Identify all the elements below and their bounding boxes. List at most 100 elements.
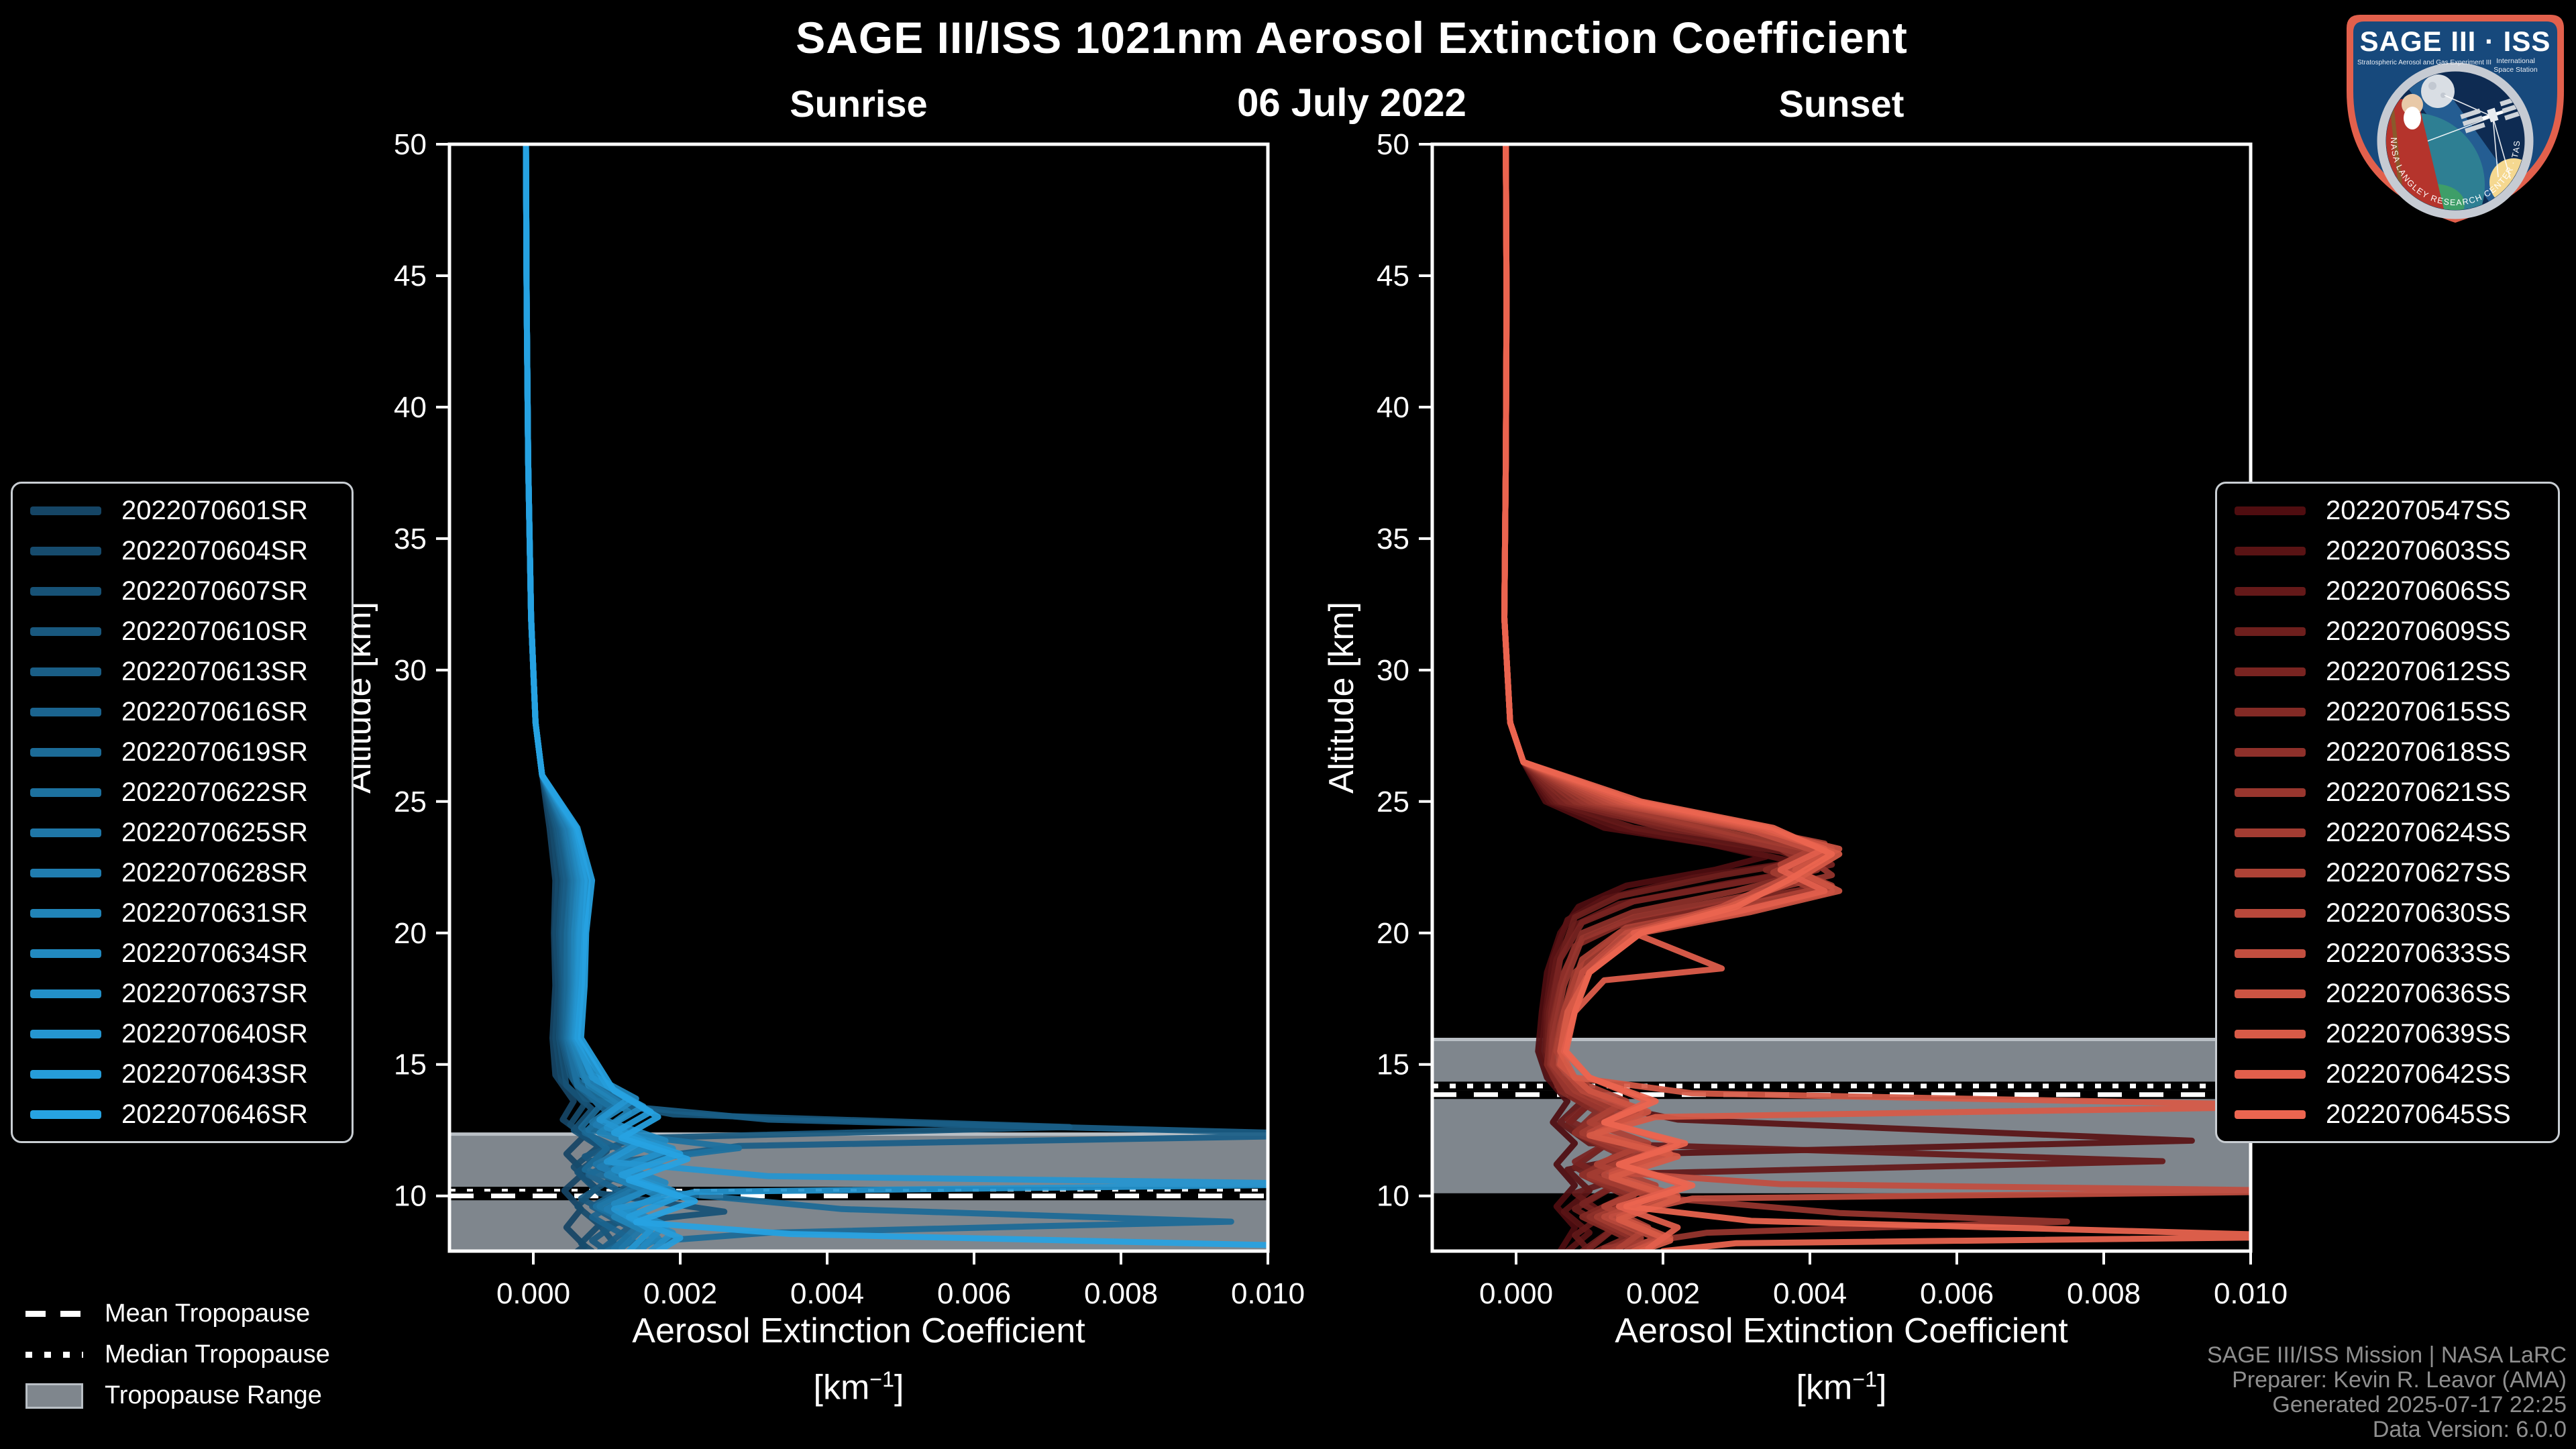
x-tick-label: 0.004 <box>790 1277 864 1310</box>
profile-2022070607SR <box>523 144 728 1251</box>
legend-item-median-tropopause: Median Tropopause <box>25 1334 330 1375</box>
logo-title: SAGE III · ISS <box>2360 25 2551 57</box>
legend-item: 2022070631SR <box>13 893 352 933</box>
legend-line-swatch <box>2235 667 2306 676</box>
legend-line-swatch <box>2235 1110 2306 1119</box>
legend-line-swatch <box>30 868 101 877</box>
legend-line-swatch <box>2235 868 2306 877</box>
y-tick-label: 10 <box>394 1180 427 1213</box>
y-tick-label: 35 <box>1377 523 1409 555</box>
x-axis-unit: [km−1] <box>1796 1367 1887 1407</box>
legend-event-label: 2022070601SR <box>121 495 309 525</box>
legend-item: 2022070637SR <box>13 973 352 1014</box>
profile-2022070640SR <box>523 144 1268 1251</box>
legend-line-swatch <box>30 1029 101 1038</box>
legend-event-label: 2022070612SS <box>2326 656 2511 686</box>
footer-preparer: Preparer: Kevin R. Leavor (AMA) <box>2232 1367 2567 1393</box>
legend-item: 2022070621SS <box>2217 772 2558 812</box>
y-tick-label: 15 <box>394 1049 427 1081</box>
x-tick-label: 0.010 <box>2214 1277 2288 1310</box>
sunset-legend: 2022070547SS 2022070603SS 2022070606SS 2022… <box>2215 482 2560 1143</box>
panel-title-sunrise: Sunrise <box>790 83 928 125</box>
x-axis-label-text: Aerosol Extinction Coefficient <box>1615 1311 2068 1350</box>
legend-line-swatch <box>30 989 101 998</box>
legend-line-swatch <box>30 747 101 757</box>
legend-line-swatch <box>30 707 101 716</box>
legend-item-tropopause-range: Tropopause Range <box>25 1375 330 1416</box>
x-axis-label-sunrise: Aerosol Extinction Coefficient [km−1] <box>449 1307 1268 1411</box>
legend-item: 2022070547SS <box>2217 490 2558 531</box>
legend-event-label: 2022070625SR <box>121 817 309 847</box>
x-axis-label-text: Aerosol Extinction Coefficient <box>632 1311 1085 1350</box>
x-tick-label: 0.002 <box>1626 1277 1700 1310</box>
plot-border <box>447 142 1270 1253</box>
legend-event-label: 2022070607SR <box>121 576 309 606</box>
legend-item: 2022070612SS <box>2217 651 2558 692</box>
legend-item: 2022070615SS <box>2217 692 2558 732</box>
legend-item-mean-tropopause: Mean Tropopause <box>25 1293 330 1334</box>
legend-event-label: 2022070621SS <box>2326 777 2511 807</box>
legend-item: 2022070603SS <box>2217 531 2558 571</box>
tropopause-legend: Mean Tropopause Median Tropopause Tropop… <box>25 1293 330 1416</box>
legend-item: 2022070624SS <box>2217 812 2558 853</box>
moon-crater <box>2428 82 2436 90</box>
x-tick-label: 0.010 <box>1231 1277 1305 1310</box>
sunrise-legend: 2022070601SR 2022070604SR 2022070607SR 2022… <box>11 482 354 1143</box>
legend-line-swatch <box>30 908 101 918</box>
legend-item: 2022070639SS <box>2217 1014 2558 1054</box>
legend-item: 2022070625SR <box>13 812 352 853</box>
legend-event-label: 2022070646SR <box>121 1099 309 1129</box>
legend-event-label: 2022070619SR <box>121 737 309 767</box>
legend-item: 2022070642SS <box>2217 1054 2558 1094</box>
mean-tropopause-label: Mean Tropopause <box>105 1299 311 1328</box>
legend-line-swatch <box>2235 1069 2306 1079</box>
legend-line-swatch <box>30 788 101 797</box>
legend-event-label: 2022070630SS <box>2326 898 2511 928</box>
x-tick-label: 0.002 <box>643 1277 717 1310</box>
dotted-line-swatch <box>25 1352 83 1358</box>
y-axis-label-sunset: Altitude [km] <box>1322 601 1361 794</box>
legend-item: 2022070604SR <box>13 531 352 571</box>
x-axis-label-sunset: Aerosol Extinction Coefficient [km−1] <box>1432 1307 2251 1411</box>
x-tick-label: 0.008 <box>2067 1277 2141 1310</box>
legend-line-swatch <box>2235 908 2306 918</box>
legend-event-label: 2022070643SR <box>121 1059 309 1089</box>
logo-subtitle-left: Stratospheric Aerosol and Gas Experiment… <box>2357 59 2491 66</box>
legend-event-label: 2022070628SR <box>121 857 309 888</box>
legend-item: 2022070618SS <box>2217 732 2558 772</box>
legend-event-label: 2022070637SR <box>121 978 309 1008</box>
footer-credits: SAGE III/ISS Mission | NASA LaRC Prepare… <box>2207 1343 2567 1442</box>
legend-item: 2022070613SR <box>13 651 352 692</box>
y-tick-label: 25 <box>394 786 427 818</box>
y-tick-label: 30 <box>394 654 427 687</box>
x-tick-label: 0.000 <box>496 1277 570 1310</box>
legend-event-label: 2022070634SR <box>121 938 309 968</box>
legend-line-swatch <box>2235 627 2306 636</box>
legend-line-swatch <box>2235 747 2306 757</box>
y-tick-label: 20 <box>394 917 427 950</box>
legend-item: 2022070645SS <box>2217 1094 2558 1134</box>
legend-item: 2022070643SR <box>13 1054 352 1094</box>
profile-2022070646SR <box>523 144 1268 1248</box>
y-tick-label: 40 <box>1377 391 1409 424</box>
footer-mission: SAGE III/ISS Mission | NASA LaRC <box>2206 1342 2567 1368</box>
legend-item: 2022070627SS <box>2217 853 2558 893</box>
y-tick-label: 45 <box>1377 260 1409 292</box>
plot-area-sunset <box>1432 144 2251 1251</box>
legend-item: 2022070622SR <box>13 772 352 812</box>
legend-line-swatch <box>30 1069 101 1079</box>
page-title: SAGE III/ISS 1021nm Aerosol Extinction C… <box>796 13 1908 62</box>
legend-item: 2022070607SR <box>13 571 352 611</box>
legend-line-swatch <box>30 1110 101 1119</box>
x-tick-label: 0.008 <box>1084 1277 1158 1310</box>
legend-event-label: 2022070622SR <box>121 777 309 807</box>
footer-generated: Generated 2025-07-17 22:25 <box>2272 1392 2567 1417</box>
legend-item: 2022070630SS <box>2217 893 2558 933</box>
legend-line-swatch <box>30 586 101 596</box>
profile-2022070643SR <box>523 144 684 1251</box>
legend-item: 2022070633SS <box>2217 933 2558 973</box>
legend-event-label: 2022070615SS <box>2326 696 2511 727</box>
legend-line-swatch <box>30 506 101 515</box>
legend-event-label: 2022070640SR <box>121 1018 309 1049</box>
